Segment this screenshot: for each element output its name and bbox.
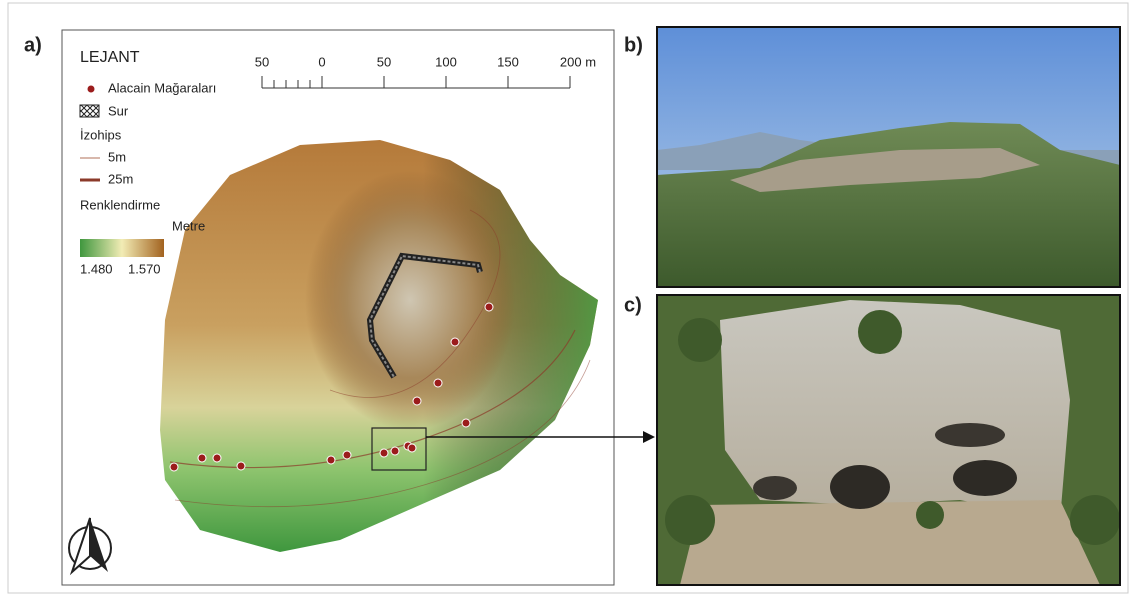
legend-heading: Renklendirme	[80, 197, 160, 212]
legend-item: 5m	[108, 149, 126, 164]
arrow-head	[643, 431, 655, 443]
photo-caves	[657, 295, 1120, 585]
legend-cave-icon	[88, 86, 95, 93]
legend-unit: Metre	[172, 218, 205, 233]
legend-item: Alacain Mağaraları	[108, 80, 216, 95]
panel-label: b)	[624, 34, 643, 56]
color-ramp	[80, 239, 164, 257]
panel-label: a)	[24, 34, 42, 56]
legend-heading: İzohips	[80, 127, 122, 142]
figure: a) LEJANT Alacain Mağaraları Sur İzohips…	[0, 0, 1134, 596]
legend-title: LEJANT	[80, 49, 140, 66]
scale-label: 50	[255, 54, 269, 69]
legend-item: Sur	[108, 103, 129, 118]
scale-label: 200 m	[560, 54, 596, 69]
legend-item: 25m	[108, 171, 133, 186]
scale-label: 150	[497, 54, 519, 69]
ramp-label: 1.570	[128, 261, 161, 276]
scale-label: 0	[318, 54, 325, 69]
photo-landscape	[657, 27, 1120, 287]
panel-label: c)	[624, 294, 642, 316]
ramp-label: 1.480	[80, 261, 113, 276]
scale-label: 100	[435, 54, 457, 69]
legend-wall-icon	[80, 105, 99, 117]
scale-label: 50	[377, 54, 391, 69]
